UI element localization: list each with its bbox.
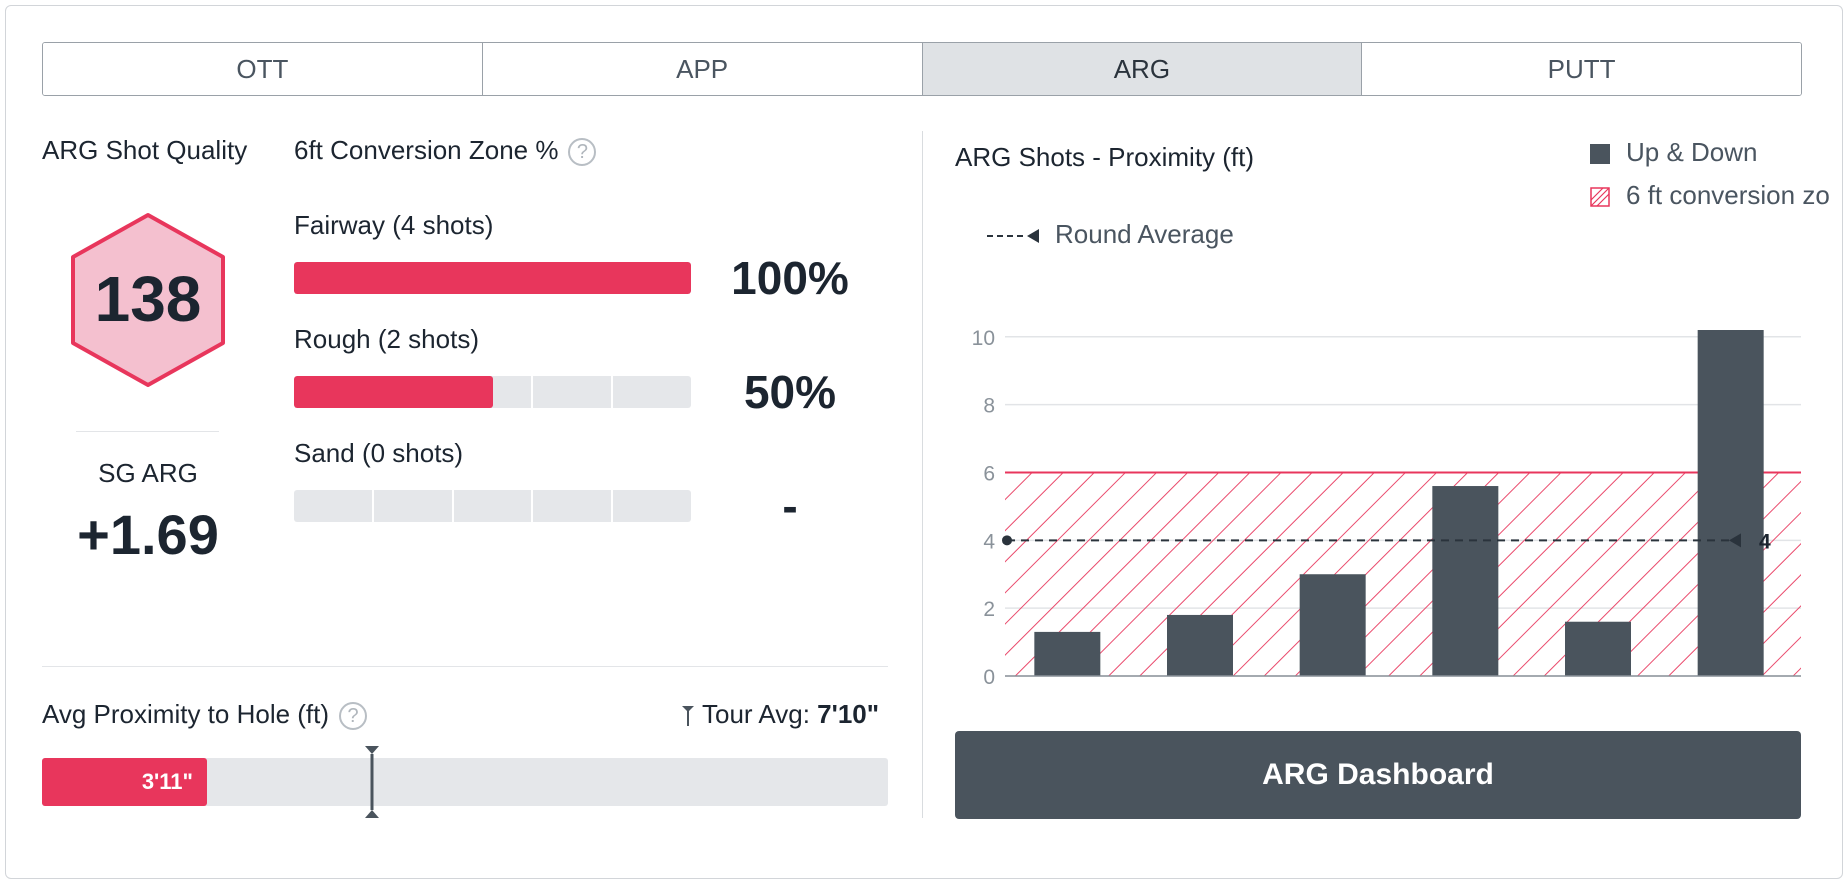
proximity-fill: 3'11"	[42, 758, 207, 806]
conversion-bar-segment	[451, 490, 454, 522]
tab-putt[interactable]: PUTT	[1361, 43, 1801, 95]
y-tick-label: 4	[983, 530, 995, 553]
legend-conversion-zone-label: 6 ft conversion zo	[1626, 180, 1830, 210]
conversion-bar-segment	[610, 490, 613, 522]
rough-label: Rough (2 shots)	[294, 324, 479, 354]
legend-up-down-label: Up & Down	[1626, 137, 1758, 167]
tab-arg[interactable]: ARG	[921, 43, 1362, 95]
round-average-legend: Round Average	[985, 219, 1234, 250]
y-tick-label: 8	[983, 395, 995, 418]
proximity-bar	[1432, 486, 1499, 676]
rough-pct: 50%	[743, 366, 837, 418]
legend-solid-swatch-icon	[1590, 144, 1610, 165]
fairway-conversion-bar	[294, 262, 691, 294]
round-average-marker-icon	[1729, 533, 1741, 548]
sand-label: Sand (0 shots)	[294, 438, 464, 468]
tab-app[interactable]: APP	[481, 43, 922, 95]
sg-arg-value: +1.69	[77, 503, 219, 566]
conversion-title: 6ft Conversion Zone %	[294, 135, 559, 165]
y-tick-label: 0	[983, 666, 995, 689]
arg-dashboard-button[interactable]: ARG Dashboard	[955, 731, 1801, 819]
shot-quality-hexagon-icon	[71, 213, 225, 387]
proximity-bar	[1565, 621, 1631, 676]
panel-divider	[922, 131, 923, 818]
legend-hatched-swatch-icon	[1590, 187, 1610, 207]
rough-conversion-bar	[294, 376, 691, 408]
shot-quality-value: 138	[94, 263, 202, 335]
question-circle-icon[interactable]: ?	[568, 138, 597, 167]
chart-title: ARG Shots - Proximity (ft)	[955, 142, 1255, 172]
tab-ott[interactable]: OTT	[43, 43, 482, 95]
fairway-label: Fairway (4 shots)	[294, 210, 494, 240]
legend-conversion-zone: 6 ft conversion zo	[1590, 180, 1830, 211]
shot-quality-divider	[76, 431, 219, 432]
conversion-bar-fill	[294, 376, 493, 408]
round-average-label: Round Average	[1055, 219, 1234, 249]
proximity-bar	[1299, 574, 1366, 676]
category-tabs: OTT APP ARG PUTT	[42, 42, 1802, 96]
proximity-bar	[1034, 631, 1101, 676]
question-circle-icon[interactable]: ?	[339, 702, 368, 731]
proximity-chart: 0 2 4 6 8 10 4	[972, 327, 1801, 689]
sand-pct: -	[782, 480, 798, 532]
sand-conversion-bar	[294, 490, 691, 522]
round-average-value: 4	[1759, 530, 1771, 553]
proximity-bar	[1697, 330, 1764, 676]
y-tick-label: 2	[983, 598, 995, 621]
round-average-line-icon	[987, 229, 1039, 244]
tour-avg-marker	[364, 746, 379, 818]
conversion-title-row: 6ft Conversion Zone %?	[294, 135, 597, 167]
y-tick-label: 10	[972, 327, 995, 350]
conversion-bar-segment	[531, 376, 534, 408]
y-tick-label: 6	[983, 462, 995, 485]
conversion-bar-segment	[610, 376, 613, 408]
conversion-bar-segment	[531, 490, 534, 522]
conversion-bar-fill	[294, 262, 691, 294]
proximity-title: Avg Proximity to Hole (ft)	[42, 699, 330, 729]
tour-avg-label: Tour Avg:	[702, 699, 810, 729]
sg-arg-title: SG ARG	[98, 458, 198, 488]
conversion-bar-segment	[372, 490, 375, 522]
shot-quality-title: ARG Shot Quality	[42, 135, 248, 165]
legend-up-down: Up & Down	[1590, 137, 1758, 168]
tour-marker-icon	[682, 706, 694, 727]
fairway-pct: 100%	[731, 252, 849, 304]
proximity-value: 3'11"	[141, 769, 193, 794]
tour-avg-row: Tour Avg: 7'10"	[680, 699, 879, 730]
proximity-bar: 3'11"	[42, 758, 888, 806]
section-divider	[42, 666, 888, 667]
conversion-zone-area	[1005, 472, 1801, 676]
proximity-title-row: Avg Proximity to Hole (ft)?	[42, 699, 368, 731]
tour-avg-value: 7'10"	[817, 699, 880, 729]
proximity-bar	[1167, 614, 1233, 676]
